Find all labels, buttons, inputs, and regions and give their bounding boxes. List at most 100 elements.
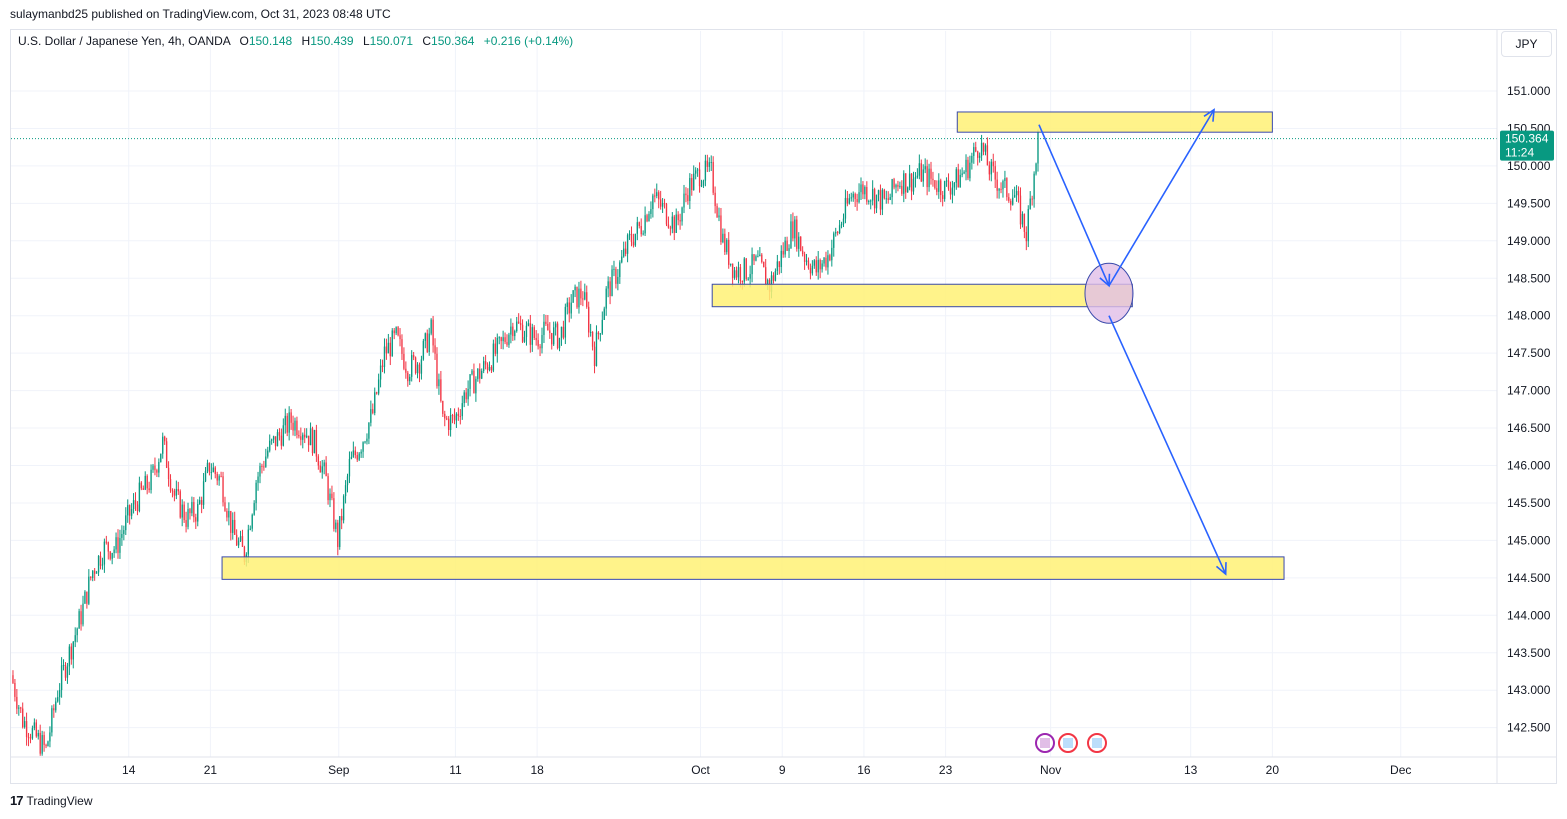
fall-arrow[interactable] [1108,315,1227,575]
candles [11,129,1497,756]
candle-body [251,514,253,529]
candle-body [659,199,662,207]
candle-body [663,203,666,205]
candle-body [496,337,498,354]
candle-body [875,194,878,209]
candle-body [617,276,619,284]
highlight-ellipse[interactable] [1084,262,1134,324]
candle-body [119,537,121,553]
candle-body [821,263,823,270]
candle-body [57,697,59,702]
candle-body [883,189,886,199]
candle-body [193,502,195,518]
candle-body [465,392,467,400]
date-tick-label: 21 [204,763,218,777]
candle-body [687,195,689,202]
candle-body [292,422,294,431]
middle-zone[interactable] [711,283,1133,308]
candle-body [169,479,172,491]
symbol-legend[interactable]: U.S. Dollar / Japanese Yen, 4h, OANDA O1… [18,34,573,48]
candle-body [700,185,703,187]
candle-body [354,450,356,456]
lower-zone[interactable] [221,556,1285,580]
candle-body [772,275,775,281]
candle-body [547,323,549,331]
price-tick-label: 150.000 [1507,159,1551,173]
candle-body [212,467,214,473]
candle-body [790,221,792,249]
candle-body [801,250,804,255]
candle-body [677,214,679,221]
candle-body [333,498,335,529]
candle-body [549,330,551,333]
candle-body [739,267,742,281]
candle-body [132,500,135,509]
upper-zone[interactable] [956,111,1273,133]
candle-body [551,332,553,345]
candle-body [574,286,576,291]
date-tick-label: Sep [328,763,350,777]
candle-body [969,162,971,179]
candle-body [414,357,417,374]
candle-body [274,436,277,447]
candle-body [125,515,127,531]
candle-body [459,416,462,418]
candle-body [788,248,790,251]
candle-body [982,142,985,152]
candle-body [726,239,728,253]
candle-body [368,422,370,439]
close-label: C [422,34,432,48]
footer-brand: TradingView [26,793,93,808]
candle-body [644,215,646,234]
candle-body [181,504,183,518]
rise-arrow[interactable] [1108,109,1215,287]
candle-body [175,489,178,496]
candle-body [210,472,213,474]
candle-body [924,166,926,170]
candle-body [12,675,14,683]
candle-body [72,641,74,660]
price-tick-label: 142.500 [1507,721,1551,735]
candle-body [988,165,991,175]
axes: 151.000150.500150.000149.500149.000148.5… [11,30,1556,783]
footer[interactable]: 17 TradingView [10,793,93,808]
candle-body [780,250,782,268]
currency-button[interactable]: JPY [1501,31,1552,57]
candle-body [910,173,913,192]
candle-body [710,162,712,164]
candle-body [998,188,1000,191]
drop-arrow[interactable] [1038,124,1110,287]
candle-body [525,325,528,338]
candle-body [440,379,442,401]
price-tick-label: 149.500 [1507,196,1551,210]
candle-body [842,218,845,225]
candle-body [671,216,674,229]
candle-body [148,488,150,490]
candle-body [558,337,561,349]
price-tick-label: 143.000 [1507,683,1551,697]
candle-body [529,323,532,345]
candle-body [47,741,49,747]
candle-body [362,442,364,452]
candle-body [234,519,236,535]
event-icons[interactable] [1035,733,1107,753]
zones[interactable] [221,111,1285,580]
candle-body [930,168,932,179]
candle-body [156,470,158,473]
candle-body [537,340,539,347]
candle-body [401,339,403,354]
candle-body [121,534,123,538]
chart-frame [10,29,1557,784]
candle-body [646,215,648,222]
candle-body [934,180,936,189]
candle-body [706,160,709,167]
candle-body [220,476,222,478]
candle-body [313,429,316,454]
candle-body [395,327,397,334]
high-value: 150.439 [310,34,354,48]
arrows[interactable] [1038,108,1227,576]
candle-body [584,292,586,300]
candle-body [918,163,921,176]
candle-body [58,689,61,698]
